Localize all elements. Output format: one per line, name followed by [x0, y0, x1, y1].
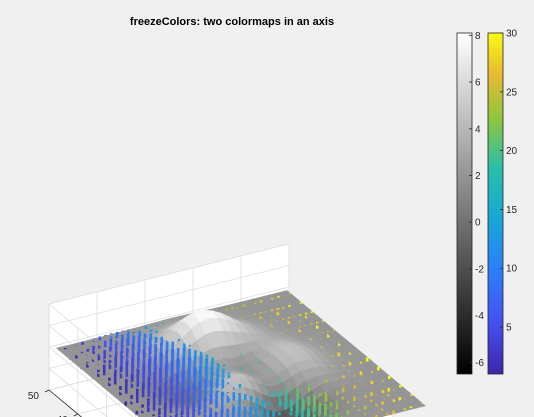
- colorbar-tick-label: 20: [506, 146, 518, 157]
- colorbar-tick-label: 4: [475, 124, 481, 135]
- colorbar-tick-label: 6: [475, 78, 481, 89]
- y-axis-line: [48, 389, 83, 417]
- grid-line: [48, 368, 108, 417]
- y-tick-mark: [44, 389, 50, 393]
- surface-and-ribbons: [56, 290, 426, 417]
- y-tick-label: 40: [57, 415, 69, 417]
- colorbar-tick-label: -6: [475, 358, 484, 369]
- colorbar-tick-label: 0: [475, 218, 481, 229]
- y-tick-mark: [73, 413, 78, 417]
- colorbar-tick-label: 5: [506, 323, 512, 334]
- colorbar-tick-label: 15: [506, 205, 518, 216]
- colorbar-tick-label: -4: [475, 311, 484, 322]
- plot-area: 0102030405001020304050-10-50510: [28, 243, 426, 417]
- gray-colorbar: [456, 32, 473, 375]
- parula-colorbar: [487, 32, 504, 375]
- axes-lines: [44, 389, 83, 417]
- colorbar-tick-label: 8: [475, 31, 481, 42]
- grid-line: [48, 346, 134, 417]
- colorbar-tick-label: 2: [475, 171, 481, 182]
- colorbar-tick-label: 30: [506, 29, 518, 40]
- y-tick-label: 50: [28, 391, 40, 402]
- chart-title: freezeColors: two colormaps in an axis: [130, 16, 334, 28]
- colorbar-tick-label: -2: [475, 264, 484, 275]
- surface-patch: [410, 401, 426, 409]
- colorbar-tick-label: 10: [506, 264, 518, 275]
- grid-line: [48, 265, 290, 326]
- colorbar-tick-label: 25: [506, 87, 518, 98]
- grid-line: [48, 243, 290, 305]
- colorbars: -6 -4 -2 0 2 4 6 8 5 10 15 20 25 30: [456, 29, 518, 375]
